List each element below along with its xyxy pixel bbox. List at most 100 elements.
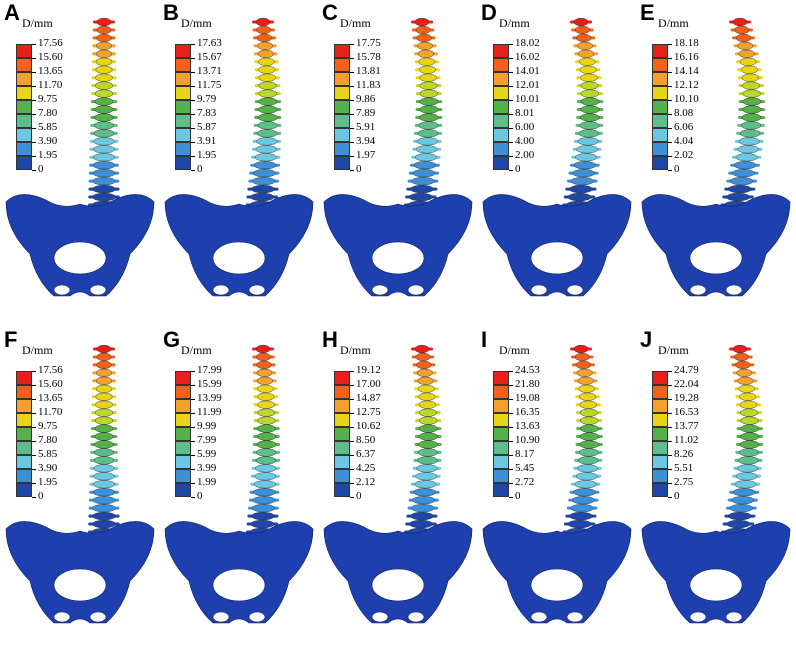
legend-tick-label: 8.01 — [515, 107, 535, 119]
vertebra — [258, 81, 277, 90]
color-legend — [334, 44, 350, 170]
legend-tick-label: 15.99 — [197, 378, 222, 390]
legend-tick-label: 2.72 — [515, 476, 535, 488]
vertebra — [418, 416, 438, 425]
legend-tick-mark — [668, 142, 672, 143]
legend-swatch — [334, 413, 350, 427]
vertebra — [742, 89, 761, 98]
legend-tick-label: 0 — [197, 490, 203, 502]
spine-model-illustration — [164, 344, 314, 624]
pelvic-inlet — [212, 241, 266, 275]
vertebra — [742, 105, 762, 114]
legend-tick-mark — [350, 58, 354, 59]
vertebra — [411, 177, 435, 186]
legend-swatch — [16, 156, 32, 170]
legend-tick-label: 0 — [356, 490, 362, 502]
legend-tick-label: 8.50 — [356, 434, 376, 446]
obturator-foramen — [248, 611, 266, 623]
vertebra — [580, 89, 600, 98]
vertebra — [578, 129, 600, 138]
legend-swatch — [334, 142, 350, 156]
vertebra — [417, 41, 433, 50]
legend-tick-mark — [191, 455, 195, 456]
vertebra — [418, 384, 435, 393]
pelvic-inlet — [212, 568, 266, 602]
obturator-foramen — [689, 284, 707, 296]
legend-tick-label: 3.91 — [197, 135, 217, 147]
panel-h: H D/mm 19.12 17.00 14.87 12.75 10.62 8.50 6.37 4.… — [318, 327, 477, 654]
legend-tick-label: 1.95 — [197, 149, 217, 161]
legend-tick-label: 14.87 — [356, 392, 381, 404]
vertebra — [95, 65, 113, 74]
legend-tick-label: 11.70 — [38, 79, 63, 91]
vertebra — [92, 504, 116, 513]
legend-tick-label: 3.94 — [356, 135, 376, 147]
legend-swatch — [652, 142, 668, 156]
legend-swatch — [16, 100, 32, 114]
legend-swatch — [334, 100, 350, 114]
vertebra — [257, 384, 274, 393]
vertebra — [258, 89, 277, 98]
legend-tick-mark — [509, 427, 513, 428]
legend-tick-label: 11.83 — [356, 79, 381, 91]
vertebra — [93, 448, 115, 457]
vertebra — [577, 41, 593, 50]
vertebra — [254, 153, 277, 162]
vertebra — [94, 113, 114, 122]
obturator-foramen — [530, 611, 548, 623]
legend-swatch — [16, 399, 32, 413]
legend-swatch — [652, 371, 668, 385]
vertebra — [578, 384, 596, 393]
vertebra — [576, 368, 593, 377]
vertebra — [739, 392, 757, 401]
legend-tick-mark — [32, 427, 36, 428]
vertebra — [726, 192, 751, 202]
spine-model-illustration — [641, 344, 791, 624]
vertebra — [733, 161, 757, 170]
legend-tick-mark — [32, 413, 36, 414]
legend-tick-label: 14.14 — [674, 65, 699, 77]
vertebra — [416, 360, 432, 369]
obturator-foramen — [407, 611, 425, 623]
vertebra — [567, 192, 592, 202]
panel-c: C D/mm 17.75 15.78 13.81 11.83 9.86 7.89 5.91 3.9… — [318, 0, 477, 327]
legend-tick-mark — [191, 399, 195, 400]
vertebra — [574, 25, 590, 35]
legend-tick-label: 24.53 — [515, 364, 540, 376]
legend-swatch — [652, 44, 668, 58]
legend-tick-mark — [191, 413, 195, 414]
legend-swatch — [334, 371, 350, 385]
legend-swatch — [652, 483, 668, 497]
legend-tick-label: 13.81 — [356, 65, 381, 77]
panel-d: D D/mm 18.02 16.02 14.01 12.01 10.01 8.01 6.00 4.… — [477, 0, 636, 327]
vertebra — [95, 73, 113, 82]
vertebra — [410, 512, 434, 521]
legend-tick-label: 14.01 — [515, 65, 540, 77]
legend-tick-label: 9.75 — [38, 93, 58, 105]
vertebra — [579, 400, 598, 409]
vertebra — [419, 113, 439, 122]
vertebra — [579, 392, 597, 401]
legend-tick-mark — [350, 86, 354, 87]
legend-tick-mark — [668, 371, 672, 372]
panel-letter: I — [481, 327, 488, 352]
legend-tick-label: 11.99 — [197, 406, 222, 418]
obturator-foramen — [371, 611, 389, 623]
legend-tick-label: 10.10 — [674, 93, 699, 105]
vertebra — [411, 504, 435, 513]
legend-tick-mark — [350, 170, 354, 171]
legend-tick-label: 0 — [515, 163, 521, 175]
vertebra — [256, 368, 273, 377]
legend-tick-label: 12.12 — [674, 79, 699, 91]
obturator-foramen — [212, 284, 230, 296]
vertebra — [575, 360, 592, 369]
legend-tick-label: 5.87 — [197, 121, 217, 133]
legend-tick-mark — [191, 128, 195, 129]
panel-a: A D/mm 17.56 15.60 13.65 11.70 9.75 7.80 5.85 3.9… — [0, 0, 159, 327]
obturator-foramen — [725, 284, 743, 296]
legend-tick-label: 13.63 — [515, 420, 540, 432]
legend-tick-label: 8.26 — [674, 448, 694, 460]
vertebra — [255, 344, 271, 354]
legend-tick-mark — [32, 170, 36, 171]
vertebra — [95, 57, 113, 66]
